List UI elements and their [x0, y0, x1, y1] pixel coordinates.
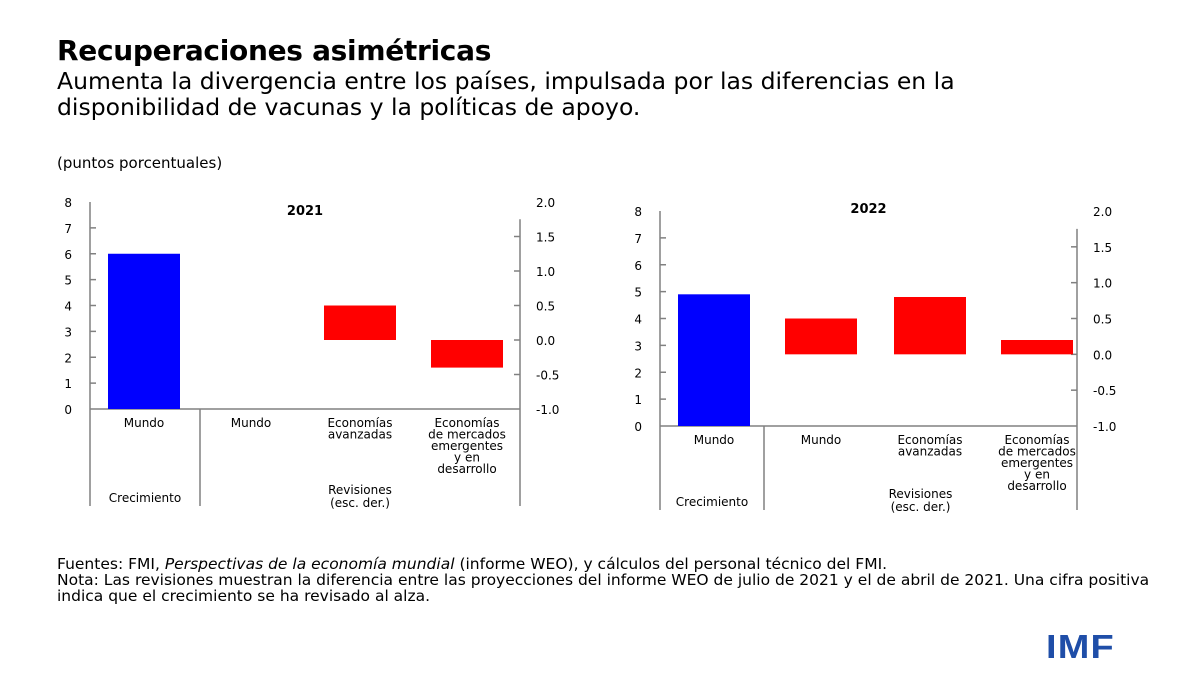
left-tick-label: 6 — [634, 259, 642, 273]
category-label: Economías — [1004, 433, 1069, 447]
left-tick-label: 5 — [634, 286, 642, 300]
left-tick-label: 8 — [64, 196, 72, 210]
left-tick-label: 7 — [64, 222, 72, 236]
category-label: Mundo — [694, 433, 735, 447]
right-tick-label: 1.0 — [536, 265, 555, 279]
sources-note: Fuentes: FMI, Perspectivas de la economí… — [57, 556, 1157, 572]
right-tick-label: -1.0 — [1093, 420, 1116, 434]
left-tick-label: 4 — [64, 300, 72, 314]
category-label: emergentes — [431, 439, 503, 453]
category-label: avanzadas — [328, 428, 392, 442]
imf-logo: IMF — [1046, 628, 1115, 665]
right-tick-label: 0.5 — [1093, 313, 1112, 327]
revision-bar — [431, 340, 503, 368]
category-label: Mundo — [124, 416, 165, 430]
left-tick-label: 7 — [634, 232, 642, 246]
growth-bar — [108, 253, 180, 409]
left-tick-label: 1 — [634, 393, 642, 407]
right-tick-label: 2.0 — [1093, 205, 1112, 219]
sources-suffix: (informe WEO), y cálculos del personal t… — [454, 555, 888, 573]
group-label: Crecimiento — [676, 495, 748, 509]
growth-bar — [678, 294, 750, 426]
group-label: Revisiones — [889, 487, 953, 501]
units-label: (puntos porcentuales) — [57, 154, 223, 172]
category-label: avanzadas — [898, 445, 962, 459]
left-tick-label: 4 — [634, 313, 642, 327]
right-tick-label: -0.5 — [1093, 384, 1116, 398]
left-tick-label: 3 — [64, 325, 72, 339]
group-label: (esc. der.) — [330, 496, 390, 510]
right-tick-label: -1.0 — [536, 403, 559, 417]
chart-title: Recuperaciones asimétricas — [57, 34, 492, 67]
left-tick-label: 2 — [64, 351, 72, 365]
left-tick-label: 1 — [64, 377, 72, 391]
category-label: Mundo — [231, 416, 272, 430]
left-tick-label: 2 — [634, 366, 642, 380]
right-tick-label: 1.5 — [1093, 241, 1112, 255]
category-label: desarrollo — [437, 462, 496, 476]
revision-bar — [785, 318, 857, 355]
right-tick-label: 0.0 — [536, 334, 555, 348]
method-note: Nota: Las revisiones muestran la diferen… — [57, 571, 1150, 605]
panel-title: 2022 — [850, 202, 886, 217]
right-tick-label: 1.0 — [1093, 277, 1112, 291]
right-tick-label: 0.0 — [1093, 348, 1112, 362]
category-label: Economías — [897, 433, 962, 447]
chart-subtitle: Aumenta la divergencia entre los países,… — [57, 67, 955, 121]
revision-bar — [324, 305, 396, 340]
category-label: y en — [1024, 468, 1050, 482]
left-tick-label: 5 — [64, 274, 72, 288]
left-tick-label: 0 — [64, 403, 72, 417]
category-label: Mundo — [801, 433, 842, 447]
revision-bar — [1001, 340, 1073, 355]
category-label: desarrollo — [1007, 479, 1066, 493]
sources-publication: Perspectivas de la economía mundial — [164, 555, 455, 573]
category-label: de mercados — [428, 428, 506, 442]
panel-title: 2021 — [287, 204, 323, 219]
category-label: y en — [454, 451, 480, 465]
group-label: Crecimiento — [109, 491, 181, 505]
category-label: emergentes — [1001, 456, 1073, 470]
left-tick-label: 3 — [634, 339, 642, 353]
group-label: (esc. der.) — [891, 500, 951, 514]
category-label: de mercados — [998, 445, 1076, 459]
left-tick-label: 8 — [634, 205, 642, 219]
right-tick-label: 0.5 — [536, 300, 555, 314]
notes: Fuentes: FMI, Perspectivas de la economí… — [57, 556, 1157, 604]
category-label: Economías — [327, 416, 392, 430]
right-tick-label: -0.5 — [536, 369, 559, 383]
right-tick-label: 1.5 — [536, 231, 555, 245]
category-label: Economías — [434, 416, 499, 430]
group-label: Revisiones — [328, 483, 392, 497]
left-tick-label: 0 — [634, 420, 642, 434]
sources-prefix: Fuentes: FMI, — [57, 555, 165, 573]
left-tick-label: 6 — [64, 248, 72, 262]
revision-bar — [894, 297, 966, 355]
right-tick-label: 2.0 — [536, 196, 555, 210]
